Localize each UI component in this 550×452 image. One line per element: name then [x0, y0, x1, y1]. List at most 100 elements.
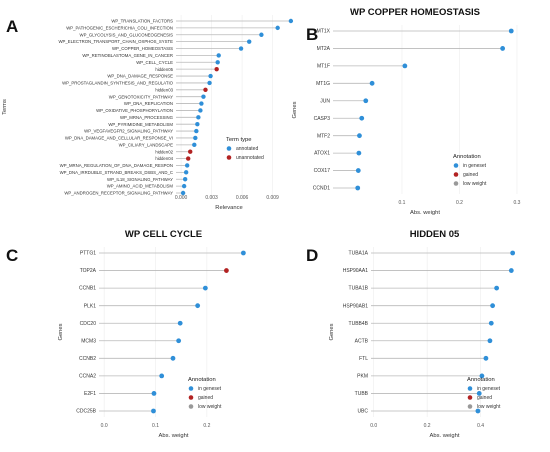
panel-b-xtick-label: 0.2	[456, 200, 463, 206]
panel-a-category-label: hidden03	[155, 87, 173, 92]
panel-c-legend-label: in geneset	[198, 386, 222, 392]
panel-a-point	[247, 39, 252, 44]
panel-a-category-label: WP_AMINO_ACID_METABOLISM	[107, 184, 174, 189]
panel-c-category-label: CDC20	[80, 321, 97, 327]
panel-a-point	[186, 156, 191, 161]
panel-c-legend-label: gained	[198, 395, 213, 401]
panel-c-point	[151, 391, 157, 396]
panel-b-xtick-label: 0.1	[399, 200, 406, 206]
panel-a-category-label: WP_CILIARY_LANDSCAPE	[119, 142, 174, 147]
panel-c-title: WP CELL CYCLE	[125, 229, 202, 240]
panel-b-legend-label: gained	[463, 172, 478, 178]
panel-a-category-label: WP_PYRIMIDINE_METABOLISM	[108, 122, 173, 127]
panel-d-xtick-label: 0.4	[477, 423, 484, 429]
panel-d-legend-label: low weight	[477, 404, 501, 410]
panel-c-point	[159, 373, 165, 379]
panel-c-category-label: CCNA2	[79, 373, 96, 379]
panel-b-legend-label: in geneset	[463, 163, 487, 169]
panel-a-legend-label: annotated	[236, 146, 258, 152]
panel-c-point	[177, 320, 183, 326]
panel-d-category-label: TUBB4B	[349, 321, 369, 327]
panel-b-point	[359, 115, 365, 121]
panel-c-xtick-label: 0.0	[101, 423, 108, 429]
panel-c-point	[202, 285, 208, 291]
panel-b-point	[355, 185, 361, 191]
panel-a-point	[208, 73, 213, 79]
panel-a-category-label: WP_OXIDATIVE_PHOSPHORYLATION	[96, 108, 173, 113]
panel-d-xtick-label: 0.0	[370, 423, 377, 429]
panel-c-category-label: CCNB2	[79, 356, 96, 362]
panel-c-ylabel: Genes	[58, 323, 64, 340]
panel-c-legend-key	[188, 395, 194, 400]
panel-b-xtick-label: 0.3	[514, 200, 521, 206]
panel-c-point	[224, 268, 229, 273]
panel-c-legend-label: low weight	[198, 404, 222, 410]
panel-d-xlabel: Abs. weight	[430, 433, 460, 439]
panel-b-point	[508, 28, 514, 34]
panel-c-category-label: CDC25B	[76, 409, 96, 415]
panel-a-point	[188, 149, 193, 154]
panel-b-point	[356, 150, 362, 156]
panel-a-category-label: hidden05	[155, 67, 173, 72]
panel-a-point	[192, 142, 197, 148]
panel-d-category-label: ACTB	[355, 338, 369, 344]
panel-b-category-label: MT1F	[317, 63, 330, 69]
panel-b-point	[363, 98, 369, 104]
panel-d-legend-key	[467, 395, 473, 400]
panel-a-point	[199, 101, 204, 106]
panel-a-point	[214, 66, 219, 72]
panel-d-point	[508, 268, 514, 273]
panel-c-point	[170, 355, 176, 361]
panel-a-xlabel: Relevance	[215, 205, 242, 211]
panel-a-point	[203, 87, 208, 93]
panel-a-point	[193, 135, 198, 141]
panel-a-point	[198, 108, 203, 113]
panel-b-category-label: COX17	[314, 168, 331, 174]
panel-a-category-label: WP_ANDROGEN_RECEPTOR_SIGNALING_PATHWAY	[64, 191, 173, 196]
panel-a-category-label: WP_PATHOGENIC_ESCHERICHIA_COLI_INFECTION	[66, 25, 173, 30]
panel-a-legend-title: Term type	[226, 137, 251, 143]
panel-c-xtick-label: 0.2	[203, 423, 210, 429]
panel-a-category-label: WP_ELECTRON_TRANSPORT_CHAIN_OXPHOS_SYSTE	[58, 39, 173, 44]
panel-a-category-label: WP_GLYCOLYSIS_AND_GLUCONEOGENESIS	[80, 32, 174, 37]
panel-c-legend-key	[188, 404, 194, 409]
panel-b-category-label: ATOX1	[314, 151, 330, 157]
panel-b-letter: B	[306, 25, 318, 44]
panel-a-point	[184, 163, 190, 168]
panel-a-xtick-label: 0.003	[205, 195, 218, 201]
panel-a-point	[288, 18, 294, 24]
panel-a-legend-label: unannotated	[236, 155, 264, 161]
panel-a-point	[207, 80, 212, 86]
panel-d-legend-key	[467, 404, 473, 409]
panel-b-point	[369, 80, 375, 86]
panel-b-legend-title: Annotation	[453, 154, 481, 160]
panel-a-category-label: WP_TRANSLATION_FACTORS	[111, 19, 173, 24]
panel-b-category-label: MT1X	[317, 29, 331, 35]
panel-b-category-label: JUN	[320, 98, 330, 104]
panel-a-xtick-label: 0.009	[266, 195, 279, 201]
panel-d-point	[490, 303, 496, 309]
panel-b-category-label: CASP3	[314, 116, 331, 122]
panel-c-category-label: E2F1	[84, 391, 96, 397]
panel-a-category-label: WP_MRNA_REGULATION_OF_DNA_DAMAGE_RESPON	[60, 163, 173, 168]
panel-d-category-label: TUBA1A	[349, 251, 369, 257]
panel-d-point	[510, 250, 516, 256]
panel-b-point	[500, 46, 506, 51]
panel-a-category-label: WP_DNA_DAMAGE_AND_CELLULAR_RESPONSE_VI	[65, 136, 173, 141]
panel-c-legend-key	[188, 386, 194, 391]
panel-a-category-label: hidden04	[155, 156, 173, 161]
panel-a-point	[201, 94, 206, 99]
panel-b-ylabel: Genes	[292, 101, 298, 118]
panel-d-category-label: PKM	[357, 373, 368, 379]
panel-d-legend-label: in geneset	[477, 386, 501, 392]
panel-a-category-label: hidden02	[155, 149, 173, 154]
panel-a-xtick-label: 0.000	[175, 195, 188, 201]
panel-a-point	[182, 177, 188, 182]
panel-a-xtick-label: 0.006	[236, 195, 249, 201]
panel-a-category-label: WP_GENOTOXICITY_PATHWAY	[109, 94, 173, 99]
panel-a-ylabel: Terms	[2, 99, 8, 115]
panel-a-point	[275, 25, 280, 31]
panel-c-category-label: CCNB1	[79, 286, 96, 292]
